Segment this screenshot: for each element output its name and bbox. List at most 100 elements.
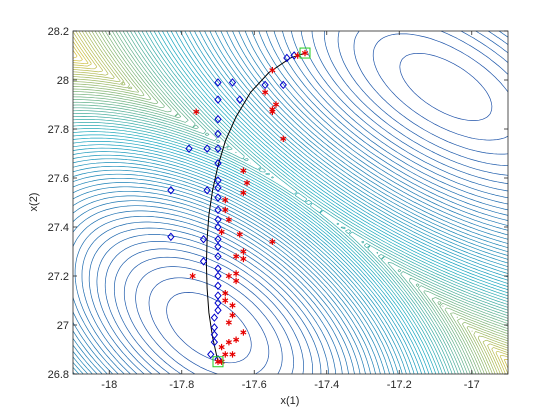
contour-level [73, 31, 508, 374]
contour-level [73, 31, 508, 374]
contour-level [73, 31, 508, 374]
contour-level [73, 31, 508, 374]
y-tick-label: 27 [57, 320, 69, 332]
diamond-point [214, 306, 222, 315]
contour-level [73, 31, 508, 374]
star-point [222, 351, 229, 358]
diamond-point [199, 234, 208, 244]
diamond-point [214, 78, 222, 87]
star-point [222, 206, 229, 214]
x-tick-label: -17.2 [387, 379, 412, 391]
star-point [243, 179, 251, 187]
contour-level [113, 31, 508, 374]
y-tick-label: 26.8 [48, 369, 69, 381]
contour-level [73, 31, 508, 374]
star-point [240, 248, 247, 255]
diamond-point [279, 80, 287, 90]
data-marks [167, 47, 311, 368]
star-point [222, 297, 229, 304]
diamond-point [283, 53, 291, 63]
star-point [229, 302, 236, 309]
contour-level [88, 31, 508, 374]
diamond-point [203, 144, 211, 153]
star-point [222, 196, 229, 204]
contour-level [73, 31, 508, 374]
contour-level [73, 31, 508, 374]
y-tick-label: 27.6 [48, 173, 69, 185]
diamond-point [214, 205, 222, 215]
diamond-point [214, 193, 222, 202]
contour-level [73, 31, 508, 374]
axes-box [72, 30, 509, 375]
star-point [225, 216, 232, 223]
diamond-point [214, 129, 222, 139]
star-point [233, 277, 240, 285]
star-point [233, 253, 240, 260]
star-point [218, 343, 225, 351]
contour-level [73, 31, 508, 374]
path-curve [205, 52, 306, 362]
star-point [225, 339, 232, 346]
star-point [214, 358, 222, 365]
contour-level [73, 31, 508, 374]
y-axis-label: x(2) [28, 193, 40, 212]
diamond-point [210, 313, 219, 322]
contour-level [81, 31, 508, 374]
x-axis-label: x(1) [281, 395, 300, 407]
diamond-point [214, 183, 222, 193]
diamond-point [207, 350, 215, 359]
star-point [225, 272, 232, 280]
contour-level [73, 31, 508, 374]
contour-level [73, 31, 508, 374]
star-point [229, 351, 236, 358]
contour-level [73, 49, 78, 59]
y-tick-label: 27.8 [48, 124, 69, 136]
contour-level [73, 31, 508, 374]
x-tick-label: -17.6 [242, 379, 267, 391]
star-point [236, 231, 243, 238]
contour-level [73, 31, 508, 374]
x-tick-label: -17 [464, 379, 480, 391]
x-tick-label: -17.8 [169, 379, 194, 391]
x-tick-label: -17.4 [314, 379, 339, 391]
star-point [269, 67, 276, 74]
contour-level [73, 31, 508, 374]
contour-level [73, 31, 508, 374]
diamond-point [214, 114, 222, 124]
diamond-point [199, 257, 208, 266]
y-tick-label: 28 [57, 75, 69, 87]
x-axis-ticks: -18 -17.8 -17.6 -17.4 -17.2 -17 [101, 31, 480, 391]
diamond-point [214, 252, 222, 261]
contour-level [166, 52, 493, 364]
contour-level [73, 31, 508, 374]
contour-level [73, 31, 508, 374]
contour-level [73, 31, 508, 374]
star-point [240, 255, 247, 263]
diamond-point [236, 95, 244, 104]
contour-level [148, 33, 508, 374]
contour-level [123, 31, 508, 374]
contour-level [73, 31, 508, 374]
star-point [269, 238, 276, 245]
contour-level [73, 31, 508, 374]
contour-level [96, 31, 508, 374]
diamond-point [185, 144, 193, 153]
star-point [233, 336, 240, 343]
contour-level [73, 31, 508, 374]
contour-level [73, 31, 508, 374]
star-point [233, 270, 240, 277]
diamond-point [214, 144, 222, 153]
diamond-point [214, 159, 222, 168]
diamond-point [167, 185, 175, 195]
contour-level [73, 31, 508, 374]
contour-level [73, 31, 508, 374]
diamond-point [203, 185, 211, 195]
x-tick-label: -18 [101, 379, 117, 391]
star-point [240, 329, 247, 336]
contour-level [73, 36, 508, 374]
star-point [222, 290, 229, 297]
diamond-point [167, 232, 175, 242]
star-point [193, 108, 200, 115]
contour-level [73, 31, 508, 374]
